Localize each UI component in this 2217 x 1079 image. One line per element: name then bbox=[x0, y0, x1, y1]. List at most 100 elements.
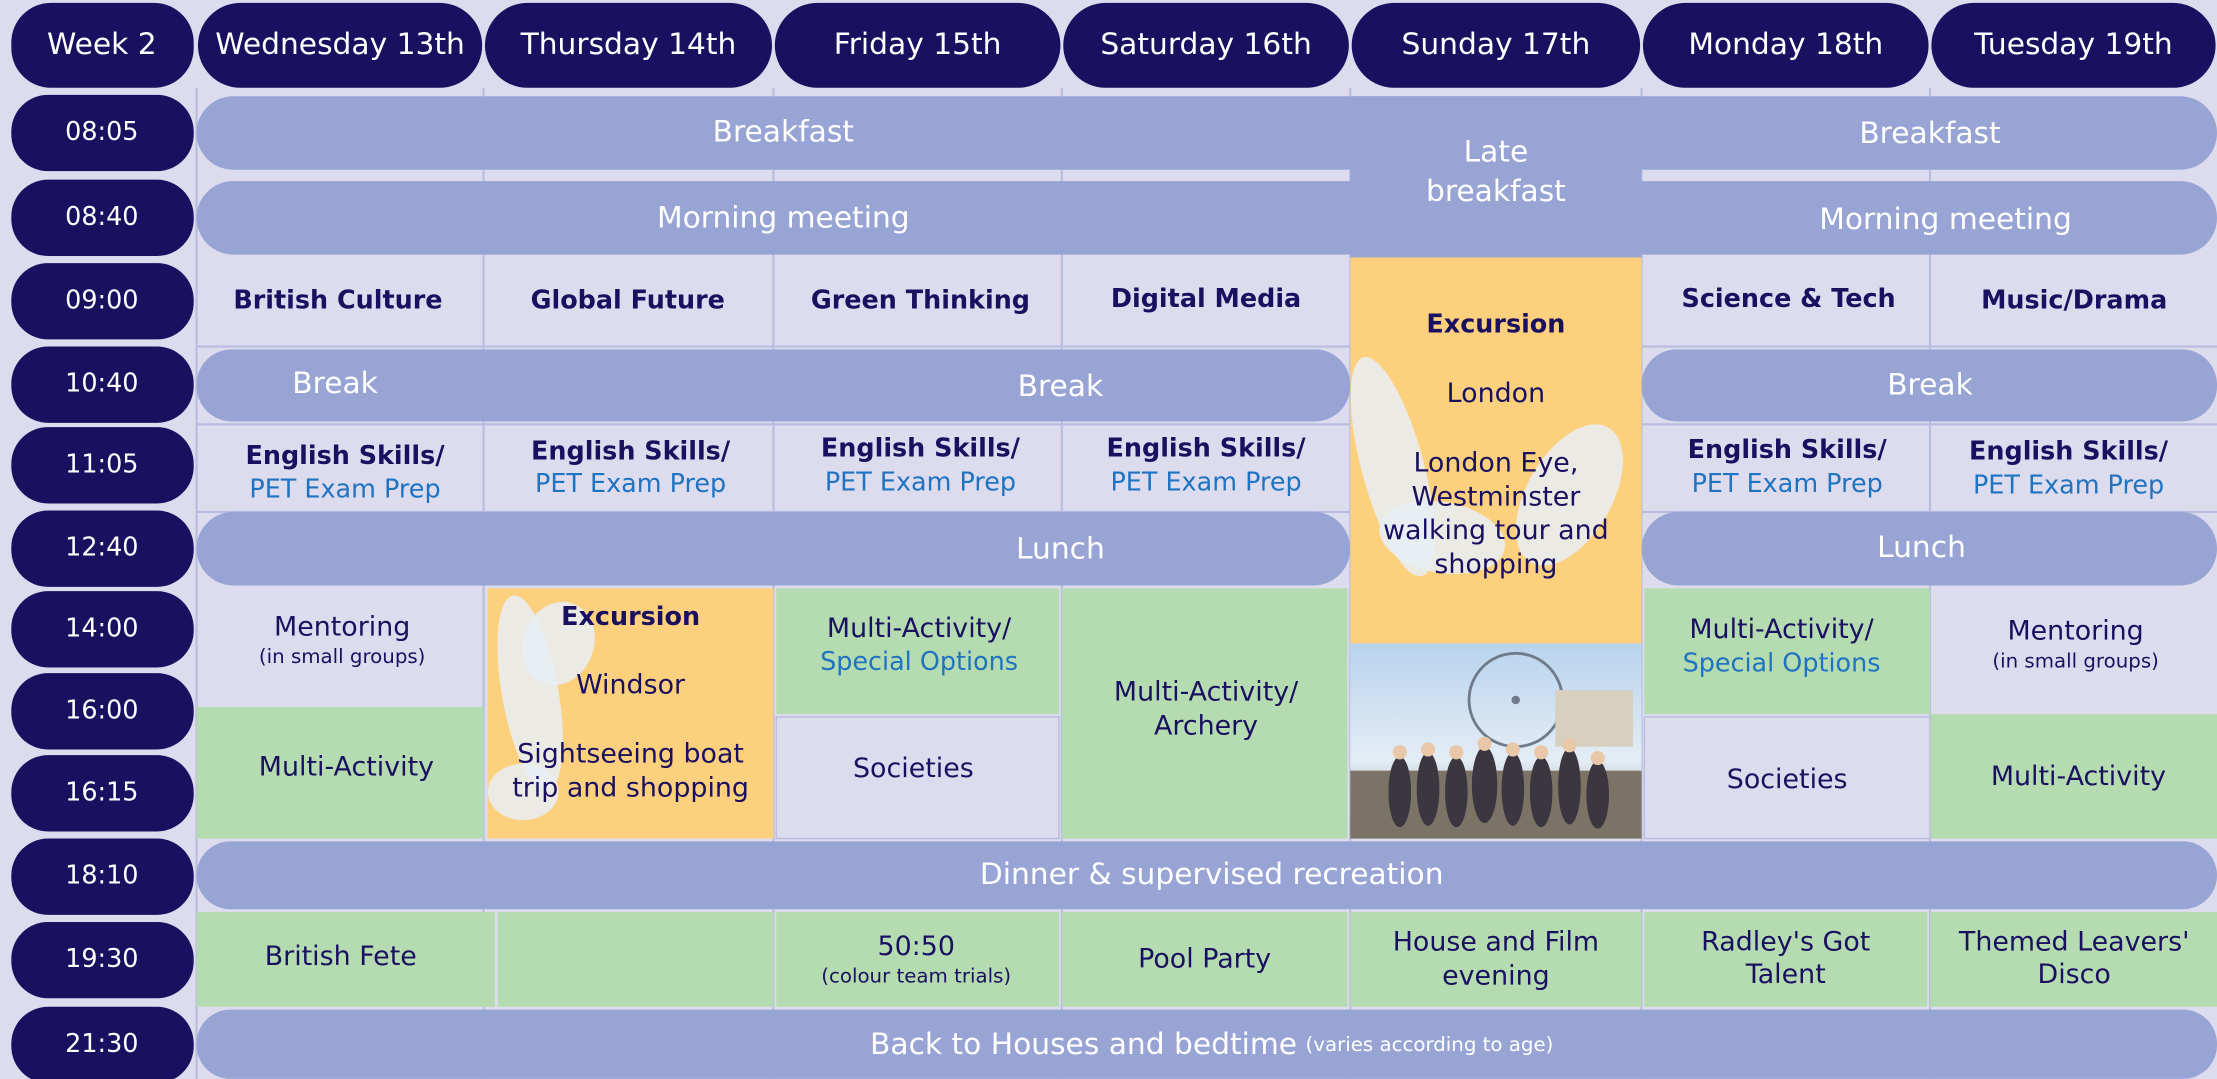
cell bbox=[775, 716, 1060, 840]
cell-text: Back to Houses and bedtime bbox=[870, 1026, 1297, 1061]
cell-text: Breakfast bbox=[713, 115, 854, 150]
cell-text: Green Thinking bbox=[811, 285, 1030, 315]
cell-text: trip and shopping bbox=[512, 773, 749, 804]
decoration bbox=[522, 601, 595, 686]
cell-text: Dinner & supervised recreation bbox=[980, 857, 1444, 892]
day-label: Tuesday 19th bbox=[1973, 27, 2172, 62]
time-label: 12:40 bbox=[65, 533, 138, 563]
time-label: 19:30 bbox=[65, 944, 138, 974]
cell-text: Science & Tech bbox=[1682, 284, 1896, 314]
time-pill bbox=[11, 94, 194, 172]
time-label: 08:05 bbox=[65, 117, 138, 147]
day-pill bbox=[1642, 2, 1929, 88]
cell bbox=[497, 912, 774, 1007]
cell bbox=[776, 588, 1060, 715]
time-pill bbox=[11, 921, 194, 999]
cell-text: evening bbox=[1442, 961, 1550, 992]
day-pill bbox=[774, 2, 1061, 88]
cell-text: Mentoring bbox=[274, 611, 410, 642]
cell-text: Excursion bbox=[561, 602, 700, 632]
cell-text: Excursion bbox=[1426, 309, 1565, 339]
week-pill bbox=[11, 2, 194, 88]
cell-note: (varies according to age) bbox=[1306, 1032, 1554, 1055]
cell-text: English Skills/ bbox=[1969, 437, 2169, 467]
cell-text: PET Exam Prep bbox=[535, 469, 726, 499]
day-pill bbox=[1931, 2, 2216, 88]
week-label: Week 2 bbox=[47, 27, 157, 62]
day-pill bbox=[1351, 2, 1641, 88]
time-pill bbox=[11, 263, 194, 340]
day-label: Thursday 14th bbox=[520, 27, 737, 62]
cell-text: Multi-Activity bbox=[1991, 761, 2166, 792]
cell-text: English Skills/ bbox=[531, 437, 731, 467]
cell-text: Break bbox=[1018, 369, 1104, 404]
cell-text: Radley's Got bbox=[1701, 927, 1870, 958]
band bbox=[1641, 349, 2217, 422]
time-label: 16:00 bbox=[65, 695, 138, 725]
time-pill bbox=[11, 346, 194, 423]
band bbox=[1641, 511, 2217, 586]
cell-text: PET Exam Prep bbox=[1692, 469, 1883, 499]
cell-text: (colour team trials) bbox=[821, 965, 1011, 988]
band bbox=[196, 1009, 2217, 1079]
cell-text: PET Exam Prep bbox=[1110, 468, 1301, 498]
cell-text: Break bbox=[292, 366, 378, 401]
cell-text: Multi-Activity/ bbox=[1689, 614, 1874, 645]
cell-text: Disco bbox=[2038, 959, 2111, 990]
time-label: 09:00 bbox=[65, 285, 138, 315]
cell-text: Societies bbox=[853, 753, 974, 784]
cell bbox=[1061, 912, 1348, 1007]
cell-text: Special Options bbox=[820, 647, 1018, 677]
cell bbox=[1350, 912, 1642, 1007]
cell-text: Music/Drama bbox=[1981, 285, 2167, 315]
cell-text: Societies bbox=[1727, 764, 1848, 795]
cell-text: Pool Party bbox=[1138, 944, 1271, 975]
cell-text: Special Options bbox=[1683, 649, 1881, 679]
cell bbox=[1644, 588, 1930, 715]
cell-text: British Culture bbox=[233, 285, 442, 315]
cell-text: British Fete bbox=[265, 941, 417, 972]
time-pill bbox=[11, 1006, 194, 1079]
cell-text: London Eye, bbox=[1413, 447, 1578, 478]
cell-text: (in small groups) bbox=[259, 645, 426, 668]
decoration bbox=[487, 763, 559, 821]
time-label: 11:05 bbox=[65, 449, 138, 479]
cell-text: Themed Leavers' bbox=[1958, 927, 2190, 958]
day-pill bbox=[484, 2, 772, 88]
cell-text: Multi-Activity bbox=[259, 751, 434, 782]
cell-text: walking tour and bbox=[1383, 515, 1609, 546]
day-label: Saturday 16th bbox=[1100, 27, 1311, 62]
cell bbox=[196, 707, 484, 839]
time-label: 14:00 bbox=[65, 613, 138, 643]
time-pill bbox=[11, 673, 194, 750]
time-pill bbox=[11, 755, 194, 832]
cell-text: English Skills/ bbox=[1107, 434, 1307, 464]
band bbox=[196, 181, 2217, 255]
time-label: 16:15 bbox=[65, 777, 138, 807]
band bbox=[196, 841, 2217, 910]
cell-text: Sightseeing boat bbox=[517, 739, 744, 770]
cell-text: (in small groups) bbox=[1992, 649, 2159, 672]
decoration bbox=[1379, 500, 1506, 574]
cell-text: English Skills/ bbox=[1688, 435, 1888, 465]
day-label: Monday 18th bbox=[1688, 27, 1883, 62]
cell-text: shopping bbox=[1434, 549, 1557, 580]
cell-text: Talent bbox=[1745, 959, 1826, 990]
cell bbox=[196, 912, 495, 1007]
cell-text: Windsor bbox=[576, 669, 686, 700]
cell-text: English Skills/ bbox=[821, 434, 1021, 464]
shapes bbox=[11, 2, 2217, 1079]
time-label: 21:30 bbox=[65, 1029, 138, 1059]
time-label: 08:40 bbox=[65, 202, 138, 232]
cell-text: Lunch bbox=[1016, 532, 1105, 567]
cell-text: House and Film bbox=[1393, 927, 1599, 958]
cell-text: Morning meeting bbox=[657, 201, 910, 236]
cell bbox=[776, 912, 1060, 1007]
band bbox=[196, 511, 1351, 586]
photo bbox=[1350, 643, 1642, 839]
texts: Week 2 Wednesday 13th Thursday 14th Friday … bbox=[47, 27, 2190, 1062]
cell-text: Multi-Activity/ bbox=[1114, 676, 1299, 707]
time-label: 10:40 bbox=[65, 369, 138, 399]
